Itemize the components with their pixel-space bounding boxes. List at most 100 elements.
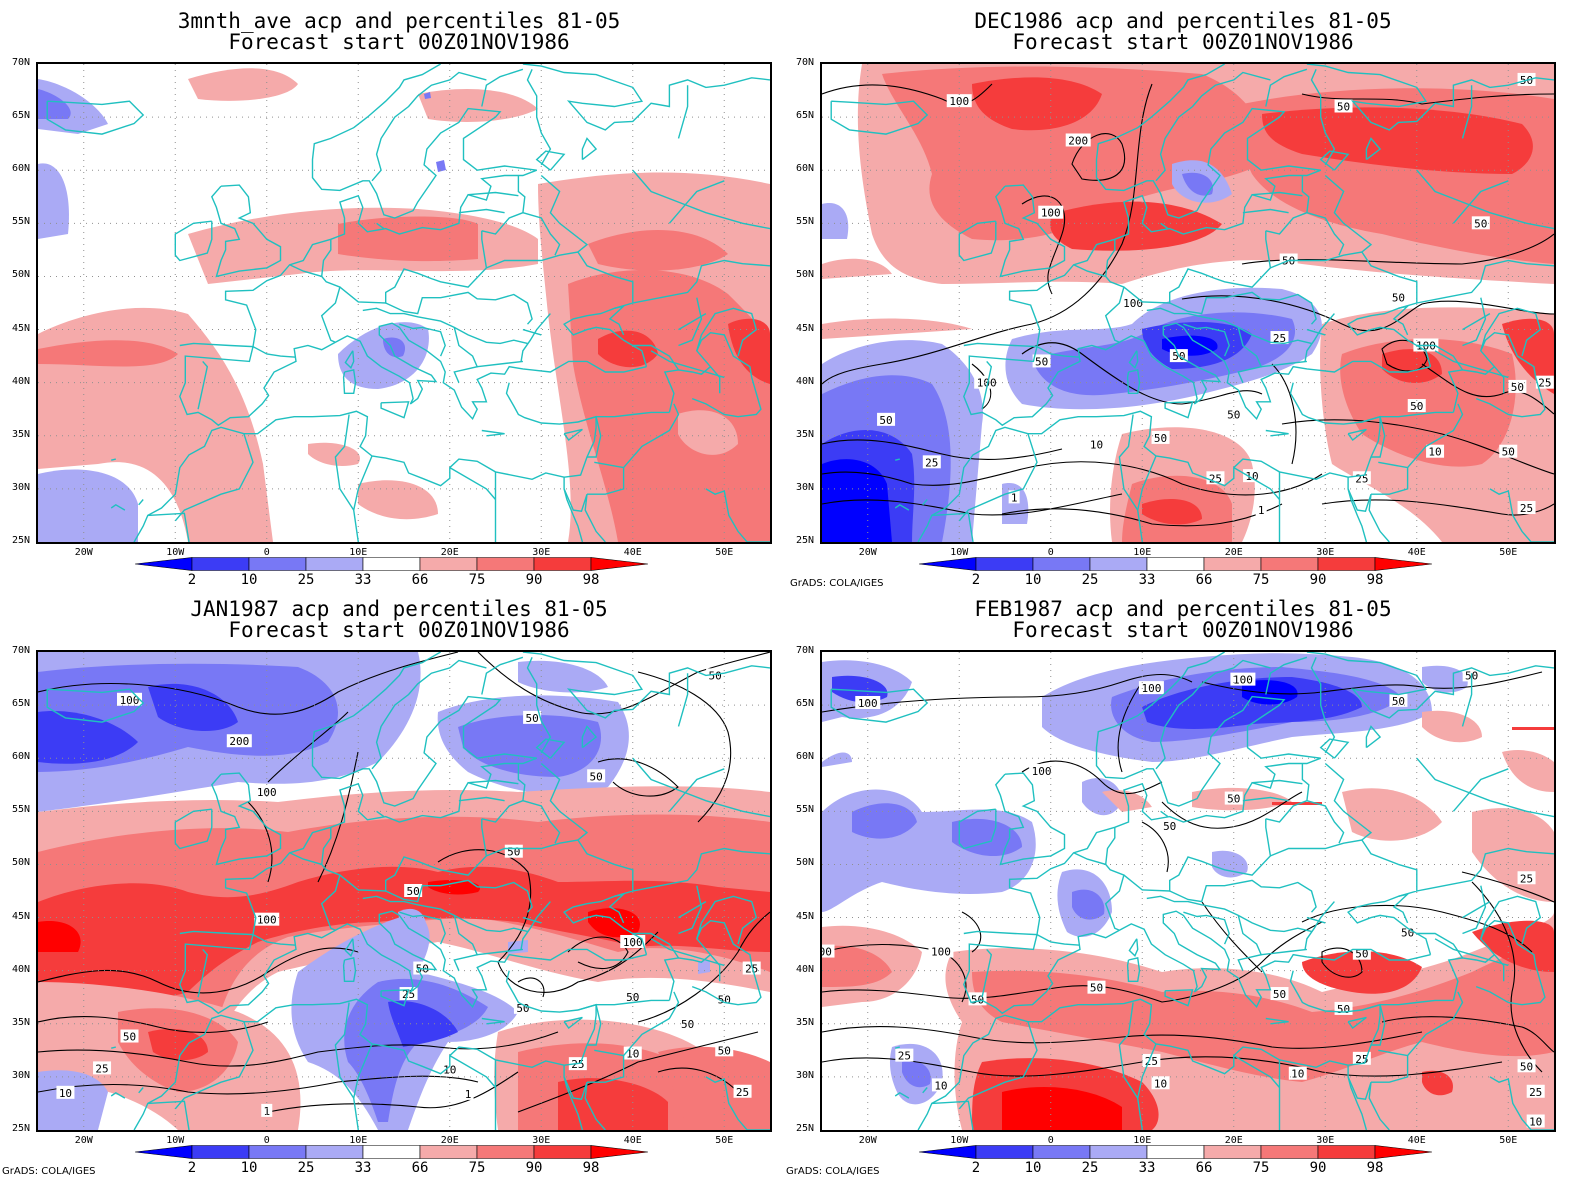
colorbar-segment bbox=[1260, 557, 1319, 571]
contour-label: 50 bbox=[1224, 407, 1243, 422]
colorbar-label: 2 bbox=[187, 1160, 197, 1176]
colorbar-label: 66 bbox=[1195, 572, 1213, 588]
contour-label-bg bbox=[1517, 72, 1536, 86]
border-line bbox=[362, 895, 528, 933]
longitude-tick-label: 10E bbox=[349, 1135, 368, 1146]
grads-credit: GrADS: COLA/IGES bbox=[790, 578, 884, 589]
border-line bbox=[922, 1087, 928, 1094]
coastline bbox=[46, 688, 145, 723]
contour-label-text: 100 bbox=[120, 694, 140, 707]
contour-label-bg bbox=[1230, 672, 1256, 686]
border-line bbox=[1310, 69, 1336, 166]
contour-label-text: 200 bbox=[1068, 134, 1088, 147]
panel-dec1986: DEC1986 acp and percentiles 81-05 Foreca… bbox=[784, 0, 1582, 598]
border-line bbox=[1270, 251, 1418, 309]
longitude-tick-label: 20E bbox=[440, 547, 459, 558]
colorbar-segment bbox=[419, 1145, 478, 1159]
border-line bbox=[678, 297, 703, 347]
contour-label-bg bbox=[1517, 871, 1536, 885]
contour-labels: 1001001005050100505025100100505050505050… bbox=[822, 668, 1545, 1129]
contour-label-text: 25 bbox=[1355, 472, 1368, 485]
coastline bbox=[1306, 328, 1326, 336]
longitude-tick-label: 50E bbox=[1499, 547, 1518, 558]
coastline bbox=[311, 652, 537, 807]
contour-label-text: 50 bbox=[626, 991, 639, 1004]
border-line bbox=[110, 1091, 126, 1099]
contour-label-text: 1 bbox=[263, 1105, 270, 1118]
contour-label: 50 bbox=[1160, 819, 1179, 833]
contour-label: 10 bbox=[1288, 1066, 1307, 1081]
latitude-tick-label: 25N bbox=[11, 1123, 30, 1134]
longitude-tick-label: 10E bbox=[349, 547, 368, 558]
border-line bbox=[1261, 948, 1307, 956]
colorbar-segment bbox=[1089, 557, 1148, 571]
colorbar-label: 66 bbox=[411, 572, 429, 588]
border-line bbox=[1146, 895, 1312, 933]
longitude-tick-label: 20E bbox=[1224, 547, 1243, 558]
longitude-tick-label: 10W bbox=[950, 1135, 969, 1146]
contour-label-bg bbox=[1138, 681, 1164, 695]
contour-label-text: 50 bbox=[1227, 409, 1240, 422]
contour-label-bg bbox=[1224, 407, 1243, 421]
contour-label-bg bbox=[413, 961, 432, 975]
colorbar-arrow-high bbox=[590, 1145, 649, 1159]
coastline bbox=[958, 808, 997, 850]
lat-lon-grid bbox=[822, 652, 1554, 1130]
panel-title-line2: Forecast start 00Z01NOV1986 bbox=[1012, 30, 1354, 54]
border-line bbox=[1462, 885, 1487, 935]
coastline bbox=[994, 184, 1066, 278]
colorbar-segment bbox=[476, 557, 535, 571]
contour-label: 50 bbox=[877, 412, 896, 427]
contour-label-bg bbox=[928, 944, 954, 958]
coastline bbox=[563, 304, 648, 367]
latitude-tick-label: 35N bbox=[795, 428, 814, 440]
colorbar-segment bbox=[1317, 1145, 1376, 1159]
colorbar-segment bbox=[305, 557, 364, 571]
colorbar-graphic bbox=[918, 1145, 1433, 1159]
latitude-tick-label: 45N bbox=[795, 910, 814, 922]
contour-label-text: 50 bbox=[708, 669, 721, 682]
colorbar-label: 90 bbox=[1309, 572, 1327, 588]
contour-label-bg bbox=[462, 1086, 474, 1100]
border-line bbox=[111, 458, 116, 461]
colorbar-label: 2 bbox=[971, 1160, 981, 1176]
border-line bbox=[1361, 999, 1454, 1011]
contour-label: 100 bbox=[822, 944, 835, 959]
colorbar-label: 66 bbox=[411, 1160, 429, 1176]
contour-label-text: 10 bbox=[1090, 438, 1103, 451]
border-line bbox=[1105, 827, 1116, 865]
coastline bbox=[1095, 652, 1321, 807]
contour-label-text: 50 bbox=[590, 770, 603, 783]
latitude-tick-label: 70N bbox=[795, 57, 814, 68]
contour-label-bg bbox=[1038, 205, 1064, 219]
coastline bbox=[342, 957, 357, 982]
border-line bbox=[449, 466, 497, 500]
contour-label-text: 25 bbox=[925, 456, 938, 469]
border-line bbox=[321, 827, 332, 865]
colorbar-segment bbox=[1203, 1145, 1262, 1159]
contour-label-bg bbox=[1270, 987, 1289, 1001]
border-line bbox=[399, 911, 446, 945]
coastline bbox=[179, 757, 537, 936]
latitude-tick-label: 25N bbox=[795, 1123, 814, 1134]
coastline bbox=[563, 428, 583, 441]
border-line bbox=[449, 1054, 497, 1088]
percentile-shading bbox=[38, 652, 770, 1130]
border-line bbox=[1265, 656, 1308, 695]
border-line bbox=[1252, 779, 1303, 785]
contour-label-bg bbox=[254, 912, 280, 926]
contour-label: 10 bbox=[440, 1062, 459, 1076]
latitude-tick-label: 30N bbox=[795, 481, 814, 493]
contour-label: 1 bbox=[261, 1103, 273, 1118]
contour-label-bg bbox=[1142, 1053, 1161, 1067]
border-line bbox=[352, 1043, 373, 1130]
border-line bbox=[147, 512, 190, 542]
contour-label-text: 10 bbox=[1529, 1116, 1542, 1129]
border-line bbox=[110, 503, 126, 511]
border-line bbox=[632, 757, 770, 818]
coastline bbox=[1126, 957, 1141, 982]
border-line bbox=[138, 1087, 144, 1094]
coastline bbox=[1434, 938, 1509, 967]
latitude-tick-label: 25N bbox=[11, 535, 30, 546]
coastlines bbox=[830, 64, 1554, 542]
